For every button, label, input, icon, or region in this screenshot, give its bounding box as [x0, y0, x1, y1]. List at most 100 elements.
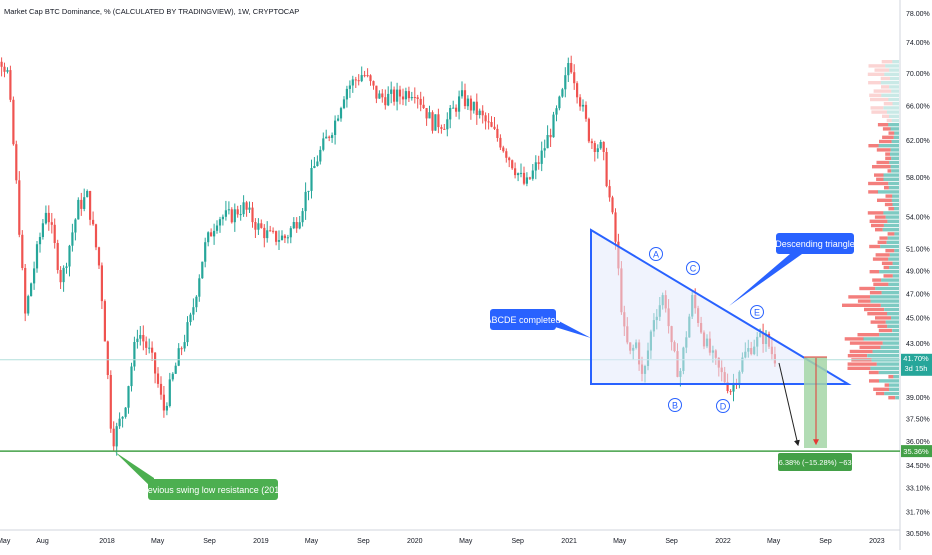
profile-bar-buy	[872, 349, 899, 354]
candle-body	[263, 227, 266, 239]
profile-bar-sell	[885, 194, 893, 198]
candle-body	[275, 231, 278, 242]
profile-bar-sell	[869, 93, 882, 97]
svg-text:B: B	[672, 401, 678, 411]
profile-bar-sell	[881, 85, 889, 89]
candle-body	[254, 222, 257, 230]
candle-body	[555, 108, 558, 115]
profile-bar-buy	[884, 391, 899, 396]
callout-descending-triangle: Descending triangle	[729, 233, 855, 306]
candle-body	[422, 104, 425, 108]
candle-body	[434, 114, 437, 131]
candle-body	[404, 91, 407, 100]
candle-body	[466, 98, 469, 107]
candle-body	[487, 121, 490, 123]
candle-body	[198, 278, 201, 297]
candle-body	[416, 97, 419, 99]
y-tick-label: 70.00%	[906, 71, 930, 78]
candle-body	[549, 135, 552, 138]
profile-bar-sell	[877, 240, 887, 244]
profile-bar-sell	[876, 160, 890, 165]
y-tick-label: 74.00%	[906, 40, 930, 47]
profile-bar-buy	[889, 68, 899, 72]
x-tick-label: 2023	[869, 538, 885, 545]
candle-body	[410, 97, 413, 99]
candle-body	[50, 222, 53, 225]
profile-bar-buy	[890, 165, 899, 169]
candle-body	[94, 224, 98, 248]
profile-bar-sell	[868, 181, 889, 186]
x-tick-label: May	[0, 538, 11, 545]
candle-body	[431, 112, 434, 131]
candle-body	[579, 97, 582, 107]
candle-body	[189, 314, 192, 322]
profile-bar-sell	[882, 127, 891, 131]
candle-body	[505, 151, 508, 158]
y-tick-label: 33.10%	[906, 486, 930, 493]
profile-bar-sell	[849, 341, 883, 345]
profile-bar-sell	[859, 286, 876, 291]
profile-bar-buy	[889, 383, 899, 387]
profile-bar-buy	[881, 278, 899, 282]
profile-bar-buy	[870, 366, 899, 370]
candle-body	[295, 222, 298, 229]
profile-bar-buy	[877, 190, 899, 194]
callout-swing-low: Previous swing low resistance (2018)	[115, 452, 287, 500]
profile-bar-buy	[875, 286, 899, 291]
candle-body	[567, 63, 570, 76]
profile-bar-sell	[887, 169, 892, 173]
profile-bar-buy	[881, 291, 899, 295]
profile-bar-sell	[877, 324, 888, 328]
price-badge: 41.70% 3d 15h	[901, 353, 932, 376]
profile-bar-sell	[880, 76, 890, 81]
candle-body	[419, 98, 422, 105]
candle-body	[266, 230, 269, 239]
candle-body	[499, 137, 502, 148]
candle-body	[239, 214, 242, 216]
profile-bar-sell	[872, 165, 891, 169]
candle-body	[15, 144, 18, 181]
profile-bar-buy	[889, 160, 899, 165]
candle-body	[56, 243, 59, 270]
candle-body	[484, 115, 487, 122]
candle-body	[337, 118, 340, 121]
candle-body	[151, 347, 154, 353]
profile-bar-sell	[869, 244, 881, 249]
y-tick-label: 30.50%	[906, 531, 930, 538]
target-badge: 35.36%	[901, 445, 932, 458]
profile-bar-sell	[879, 139, 892, 144]
profile-bar-buy	[863, 337, 899, 341]
y-tick-label: 36.00%	[906, 439, 930, 446]
candle-body	[168, 379, 171, 406]
candle-body	[6, 70, 9, 72]
candle-body	[729, 391, 732, 393]
profile-bar-buy	[889, 114, 899, 118]
profile-bar-sell	[875, 228, 883, 232]
chart-title: Market Cap BTC Dominance, % (CALCULATED …	[4, 7, 299, 16]
candle-body	[53, 224, 56, 243]
profile-bar-buy	[892, 328, 899, 333]
profile-bar-sell	[888, 396, 896, 400]
profile-bar-buy	[892, 60, 899, 64]
x-tick-label: 2019	[253, 538, 269, 545]
descending-triangle-shape	[590, 228, 852, 385]
profile-bar-sell	[869, 379, 879, 383]
candle-body	[127, 386, 130, 408]
candle-body	[437, 114, 440, 128]
profile-bar-buy	[882, 341, 899, 345]
measure-label: −6.38% (−15.28%) −638	[774, 453, 856, 471]
profile-bar-buy	[893, 135, 899, 139]
candle-body	[227, 209, 230, 211]
candle-body	[369, 75, 372, 82]
profile-bar-buy	[876, 362, 899, 366]
y-tick-label: 37.50%	[906, 417, 930, 424]
candle-body	[186, 322, 189, 343]
profile-bar-buy	[891, 198, 899, 202]
profile-bar-buy	[894, 131, 899, 135]
candle-body	[292, 222, 295, 229]
profile-bar-buy	[888, 282, 899, 286]
candle-body	[192, 307, 195, 315]
candle-body	[576, 83, 579, 98]
candle-body	[177, 348, 180, 366]
